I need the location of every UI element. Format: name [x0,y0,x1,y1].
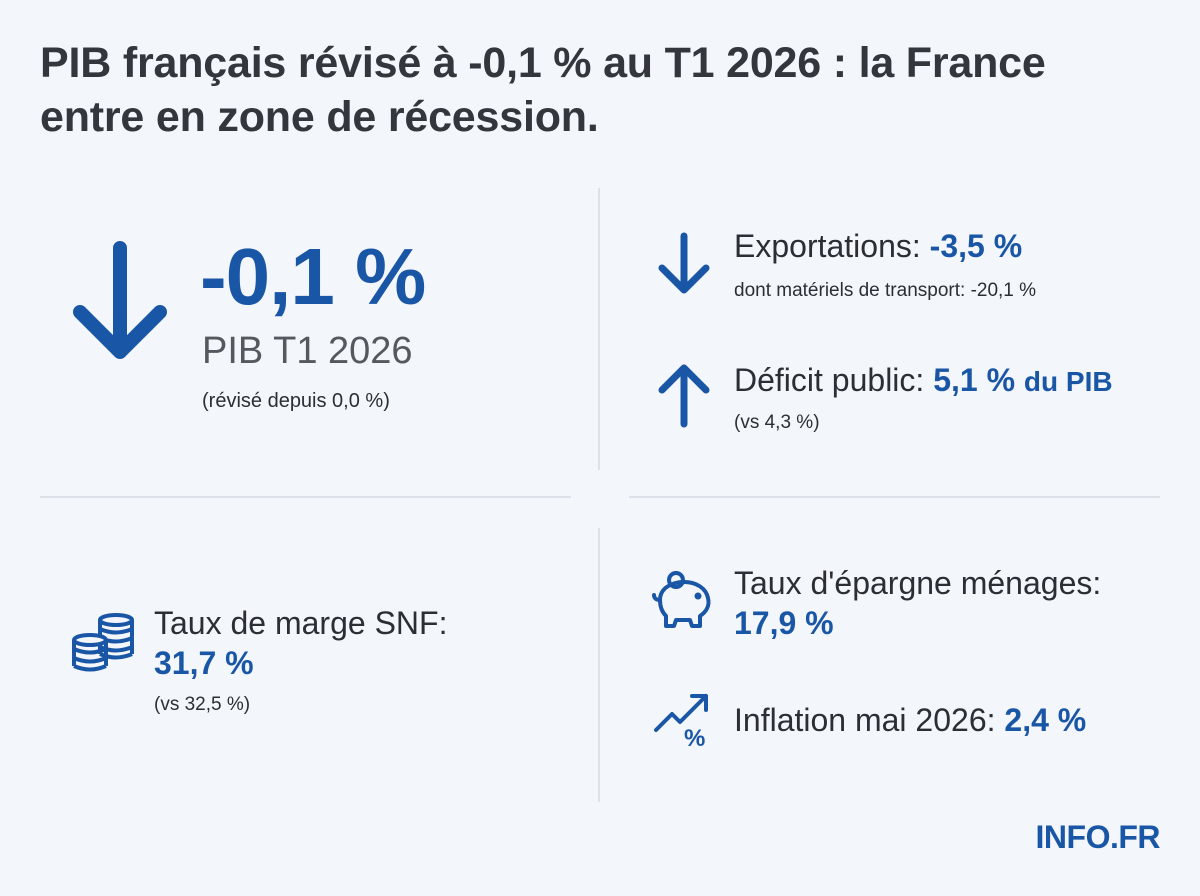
svg-text:%: % [684,725,705,748]
margin-label: Taux de marge SNF: [154,605,448,641]
deficit-line: Déficit public: 5,1 % du PIB [734,360,1113,402]
gdp-label: PIB T1 2026 [202,330,413,372]
deficit-value-suffix: du PIB [1023,366,1113,397]
savings-value: 17,9 % [734,605,834,641]
arrow-up-icon [658,364,710,428]
divider-vertical-bottom [598,528,600,802]
gdp-value: -0,1 % [200,232,426,321]
arrow-down-icon [73,241,167,359]
divider-horizontal-right [629,496,1160,498]
divider-horizontal-left [40,496,571,498]
trend-up-percent-icon: % [654,694,708,748]
exports-label: Exportations: [734,228,921,264]
inflation-value: 2,4 % [1004,702,1087,738]
margin-note: (vs 32,5 %) [154,694,251,715]
inflation-label: Inflation mai 2026: [734,702,996,738]
arrow-down-icon [658,232,710,294]
exports-line: Exportations: -3,5 % [734,226,1022,266]
deficit-note: (vs 4,3 %) [734,412,820,433]
page-title: PIB français révisé à -0,1 % au T1 2026 … [40,39,1046,141]
savings-label: Taux d'épargne ménages: [734,565,1102,601]
gdp-note: (révisé depuis 0,0 %) [202,390,390,412]
inflation-line: Inflation mai 2026: 2,4 % [734,700,1086,740]
deficit-value: 5,1 % [933,362,1016,398]
exports-note: dont matériels de transport: -20,1 % [734,280,1037,301]
exports-value: -3,5 % [929,228,1023,264]
brand-logo: INFO.FR [1035,819,1161,855]
coins-stack-icon [72,613,134,672]
divider-vertical-top [598,188,600,470]
margin-value: 31,7 % [154,645,254,681]
piggy-bank-icon [652,571,711,628]
deficit-label: Déficit public: [734,362,925,398]
